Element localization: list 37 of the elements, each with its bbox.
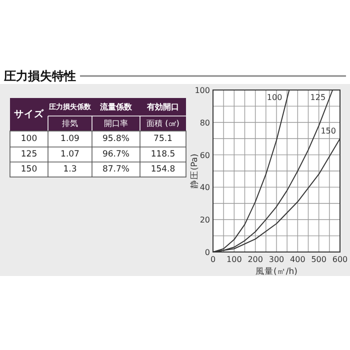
text: 圧力損失特性 bbox=[3, 69, 76, 83]
y-tick-label: 60 bbox=[200, 150, 210, 160]
x-tick-label: 300 bbox=[268, 255, 284, 264]
y-tick-label: 20 bbox=[200, 216, 210, 225]
text: 1.3 bbox=[63, 164, 77, 174]
series-label: 125 bbox=[310, 93, 326, 102]
text: 排気 bbox=[62, 119, 78, 128]
y-axis-title: 静圧(Pa) bbox=[189, 154, 200, 188]
text: 面積 (㎠) bbox=[146, 119, 180, 128]
text: 125 bbox=[20, 150, 38, 160]
x-tick-label: 100 bbox=[226, 255, 242, 264]
text: 154.8 bbox=[150, 164, 176, 174]
series-label: 150 bbox=[320, 126, 336, 136]
y-tick-label: 0 bbox=[204, 248, 210, 257]
text: 150 bbox=[20, 164, 38, 174]
text: 96.7% bbox=[102, 150, 130, 160]
x-tick-label: 200 bbox=[248, 255, 263, 264]
text: 87.7% bbox=[102, 164, 130, 174]
text: 1.07 bbox=[60, 150, 80, 160]
text: 1.09 bbox=[60, 134, 80, 144]
text: 流量係数 bbox=[99, 102, 133, 112]
text: 100 bbox=[20, 134, 38, 144]
text: 75.1 bbox=[154, 134, 172, 144]
text: 118.5 bbox=[150, 150, 176, 160]
x-tick-label: 500 bbox=[311, 255, 326, 264]
x-tick-label: 400 bbox=[290, 255, 306, 264]
text: 有効開口 bbox=[146, 102, 179, 112]
text: 95.8% bbox=[102, 134, 130, 144]
y-tick-label: 100 bbox=[194, 86, 210, 95]
text: 開口率 bbox=[104, 119, 128, 128]
series-label: 100 bbox=[266, 93, 282, 102]
text: サイズ bbox=[14, 108, 45, 120]
y-tick-label: 40 bbox=[200, 183, 210, 192]
x-axis-title: 風量(㎥/h) bbox=[256, 266, 298, 277]
x-tick-label: 0 bbox=[210, 255, 216, 264]
x-tick-label: 600 bbox=[332, 255, 348, 264]
y-tick-label: 80 bbox=[200, 118, 210, 128]
